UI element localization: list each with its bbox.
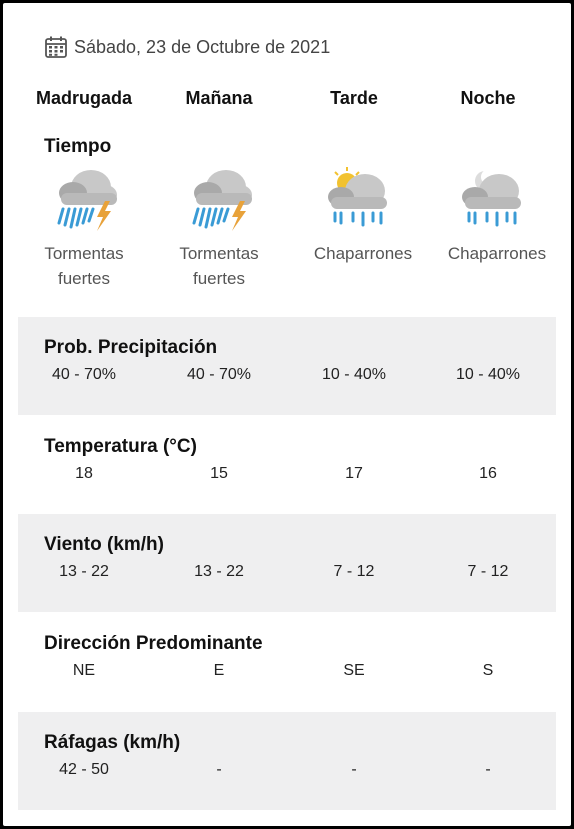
wind-row: Viento (km/h) 13 - 22 13 - 22 7 - 12 7 -… — [18, 514, 556, 612]
gusts-row: Ráfagas (km/h) 42 - 50 - - - — [18, 712, 556, 810]
forecast-card: Sábado, 23 de Octubre de 2021 Madrugada … — [3, 3, 571, 826]
temperature-row: Temperatura (°C) 18 15 17 16 — [18, 416, 556, 514]
weather-desc: Tormentas fuertes — [152, 241, 286, 291]
weather-desc-line1: Tormentas — [179, 244, 259, 263]
row-value: 7 - 12 — [333, 563, 375, 580]
row-value: 13 - 22 — [59, 563, 109, 580]
period-headers: Madrugada Mañana Tarde Noche — [3, 88, 571, 114]
row-title: Ráfagas (km/h) — [44, 732, 181, 753]
calendar-icon — [44, 35, 68, 59]
weather-desc-line1: Chaparrones — [447, 244, 547, 263]
row-value: 18 — [75, 465, 93, 482]
precipitation-row: Prob. Precipitación 40 - 70% 40 - 70% 10… — [18, 317, 556, 415]
row-value: 10 - 40% — [455, 366, 521, 383]
row-title: Viento (km/h) — [44, 534, 164, 555]
row-value: 10 - 40% — [321, 366, 387, 383]
weather-desc-line2: fuertes — [58, 269, 110, 288]
weather-desc-line2: fuertes — [193, 269, 245, 288]
weather-icons — [3, 165, 571, 235]
period-tarde: Tarde — [330, 88, 378, 108]
row-value: S — [482, 662, 494, 679]
weather-desc: Chaparrones — [296, 241, 430, 266]
row-value: 40 - 70% — [186, 366, 252, 383]
period-noche: Noche — [460, 88, 516, 108]
row-value: - — [351, 761, 357, 778]
period-madrugada: Madrugada — [35, 88, 132, 108]
thunderstorm-icon — [17, 165, 151, 235]
row-value: - — [485, 761, 491, 778]
weather-desc-line1: Tormentas — [44, 244, 124, 263]
sun-cloud-rain-icon — [287, 165, 421, 235]
weather-section-title: Tiempo — [44, 136, 112, 157]
moon-cloud-rain-icon — [421, 165, 555, 235]
weather-desc: Tormentas fuertes — [17, 241, 151, 291]
row-value: NE — [72, 662, 96, 679]
thunderstorm-icon — [152, 165, 286, 235]
row-value: 42 - 50 — [59, 761, 109, 778]
weather-desc-line1: Chaparrones — [313, 244, 413, 263]
row-value: SE — [343, 662, 365, 679]
row-value: 13 - 22 — [194, 563, 244, 580]
row-value: E — [213, 662, 225, 679]
date-header: Sábado, 23 de Octubre de 2021 — [44, 33, 330, 61]
row-title: Temperatura (°C) — [44, 436, 197, 457]
row-value: 7 - 12 — [467, 563, 509, 580]
row-value: 17 — [345, 465, 363, 482]
weather-desc: Chaparrones — [430, 241, 564, 266]
row-value: 16 — [479, 465, 497, 482]
row-value: 40 - 70% — [51, 366, 117, 383]
row-title: Dirección Predominante — [44, 633, 263, 654]
row-value: - — [216, 761, 222, 778]
date-label: Sábado, 23 de Octubre de 2021 — [74, 36, 331, 57]
wind-direction-row: Dirección Predominante NE E SE S — [18, 613, 556, 711]
row-title: Prob. Precipitación — [44, 337, 218, 358]
row-value: 15 — [210, 465, 228, 482]
period-manana: Mañana — [185, 88, 253, 108]
